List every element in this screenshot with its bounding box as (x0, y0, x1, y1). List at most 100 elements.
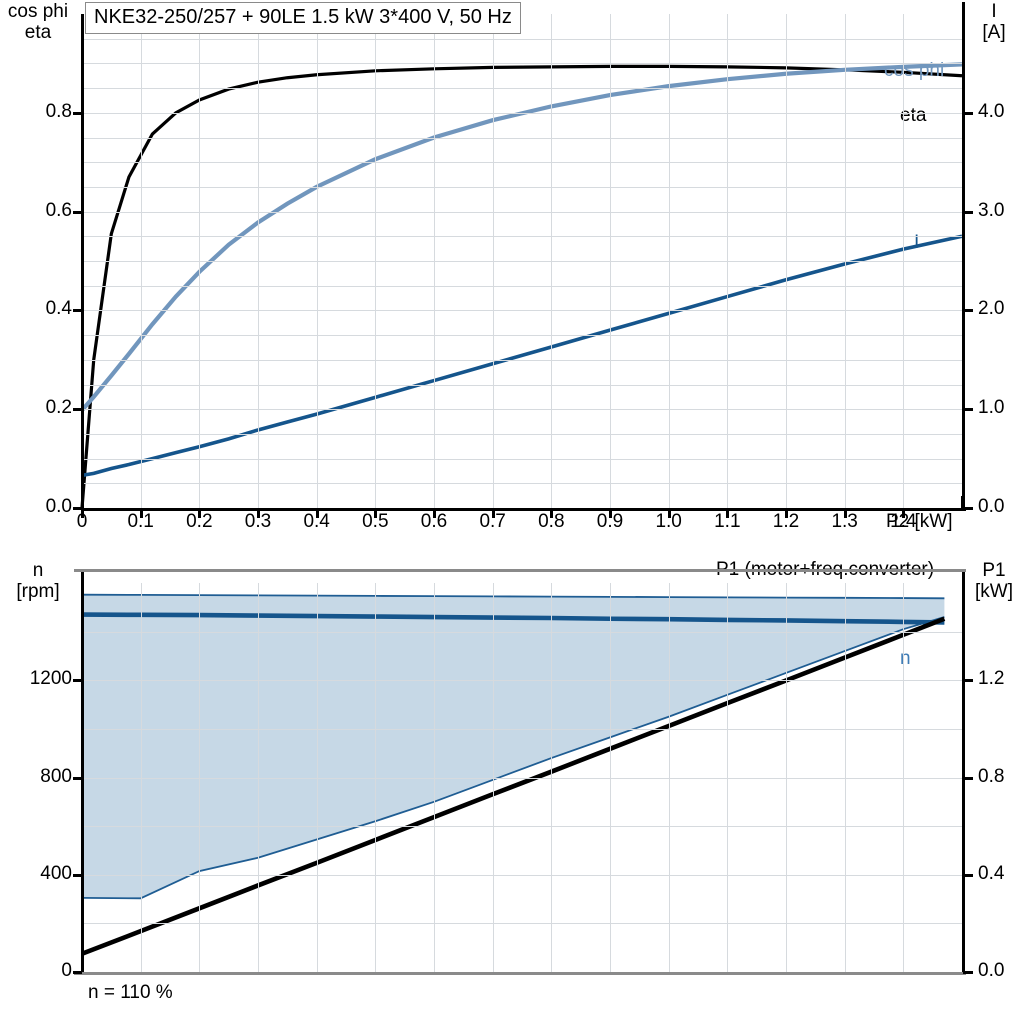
top-gridline-h (82, 162, 962, 164)
bottom-right-axis-title: P1 [kW] (965, 560, 1023, 602)
top-x-ticklabel: 0.7 (479, 511, 506, 532)
top-right-axis (962, 2, 965, 509)
top-x-ticklabel: 0.3 (244, 511, 272, 532)
bottom-left-axis-title-line1: n (32, 560, 44, 581)
bottom-right-axis-title-line2: [kW] (975, 580, 1013, 602)
top-right-tick (963, 309, 973, 313)
top-x-tick (433, 508, 436, 518)
top-x-ticklabel: 0.8 (538, 511, 565, 532)
speed-range-band (82, 594, 945, 899)
bottom-right-ticklabel: 0.4 (978, 862, 1005, 884)
bottom-right-axis (962, 569, 965, 973)
cos-phi-label: cos phi (884, 60, 945, 81)
bottom-right-tick (963, 776, 973, 780)
current-curve (81, 234, 963, 478)
top-left-ticklabel: 0.2 (45, 397, 72, 419)
top-x-tick (550, 508, 554, 518)
top-left-ticklabel: 0.6 (45, 199, 72, 221)
top-x-tick (609, 508, 612, 518)
top-gridline-h (82, 458, 962, 460)
top-left-axis (81, 14, 84, 509)
top-x-ticklabel: 1.4 (890, 511, 917, 532)
band-lower-edge (81, 616, 945, 900)
top-x-ticklabel: 1.0 (655, 511, 682, 532)
top-x-tick (843, 508, 847, 518)
top-x-tick (902, 508, 906, 518)
top-gridline-h (82, 236, 962, 238)
bottom-gridline-h (82, 923, 962, 925)
top-x-tick (667, 508, 671, 518)
top-x-ticklabel: 0.6 (420, 511, 448, 532)
top-gridline-h (82, 384, 962, 386)
top-right-tick (963, 210, 973, 214)
top-x-ticklabel: 0.4 (303, 511, 330, 532)
top-x-tick (315, 508, 319, 518)
top-x-ticklabel: 1.1 (714, 511, 741, 532)
bottom-right-tick (963, 873, 973, 877)
top-right-axis-title-line1: I (991, 1, 997, 22)
top-right-ticklabel: 2.0 (978, 298, 1005, 320)
top-x-ticklabel: 0.9 (596, 511, 624, 532)
top-left-axis-title-line1: cos phi (7, 1, 69, 22)
bottom-gridline-h (82, 631, 962, 633)
bottom-right-tick (963, 679, 973, 683)
top-right-axis-title: I [A] (965, 1, 1023, 43)
top-gridline-h (82, 186, 962, 188)
top-right-tick (963, 507, 973, 510)
top-right-ticklabel: 0.0 (978, 496, 1005, 517)
top-x-endtick (961, 496, 964, 508)
bottom-right-ticklabel: 0.0 (978, 960, 1005, 981)
top-gridline-h (82, 63, 962, 65)
bottom-gridline-h (82, 874, 962, 876)
bottom-left-axis-title: n [rpm] (0, 560, 76, 602)
bottom-right-axis-title-line1: P1 (982, 560, 1006, 581)
bottom-left-tick (73, 679, 82, 683)
current-label: I (914, 232, 920, 253)
top-x-ticklabel: 0.1 (127, 511, 154, 532)
bottom-gridline-h (82, 728, 962, 730)
top-gridline-h (82, 409, 962, 411)
bottom-left-ticklabel: 400 (40, 862, 72, 884)
top-gridline-h (82, 38, 962, 40)
top-x-tick (81, 508, 84, 518)
top-x-tick (785, 508, 788, 518)
top-right-axis-title-line2: [A] (982, 21, 1006, 43)
operating-point-caption: n = 110 % (88, 982, 173, 1003)
top-x-tick (198, 508, 202, 518)
top-gridline-h (82, 483, 962, 485)
top-left-axis-title: cos phi eta (0, 1, 76, 43)
bottom-gridline-h (82, 777, 962, 779)
top-gridline-h (82, 88, 962, 90)
top-gridline-h (82, 433, 962, 435)
top-right-ticklabel: 4.0 (978, 100, 1005, 122)
top-left-ticklabel: 0.4 (45, 298, 72, 320)
chart-title: NKE32-250/257 + 90LE 1.5 kW 3*400 V, 50 … (85, 2, 521, 34)
top-x-ticklabel: 0.5 (362, 511, 389, 532)
bottom-gridline-h (82, 826, 962, 828)
top-x-tick (374, 508, 378, 518)
top-left-axis-title-line2: eta (24, 21, 52, 43)
bottom-right-tick (963, 971, 973, 974)
bottom-left-tick (73, 776, 82, 780)
top-x-ticklabel: 1.3 (831, 511, 858, 532)
bottom-chart: n [rpm] P1 [kW] P1 (motor+freq.converter… (0, 555, 1024, 1024)
top-right-ticklabel: 1.0 (978, 397, 1005, 419)
top-gridline-h (82, 137, 962, 139)
top-gridline-h (82, 335, 962, 337)
top-x-axis (82, 508, 966, 511)
top-x-tick (726, 508, 730, 518)
top-gridline-h (82, 285, 962, 287)
n-curve (81, 612, 945, 625)
bottom-left-axis-title-line2: [rpm] (16, 580, 60, 602)
bottom-left-axis (81, 569, 84, 973)
bottom-left-tick (73, 873, 82, 877)
top-right-ticklabel: 3.0 (978, 199, 1005, 221)
top-x-tick (491, 508, 495, 518)
bottom-left-tick (73, 971, 82, 974)
top-right-tick (963, 408, 973, 412)
band-upper-edge (81, 593, 945, 600)
top-x-tick (257, 508, 260, 518)
p1-curve (81, 616, 946, 956)
bottom-x-axis (74, 972, 966, 975)
